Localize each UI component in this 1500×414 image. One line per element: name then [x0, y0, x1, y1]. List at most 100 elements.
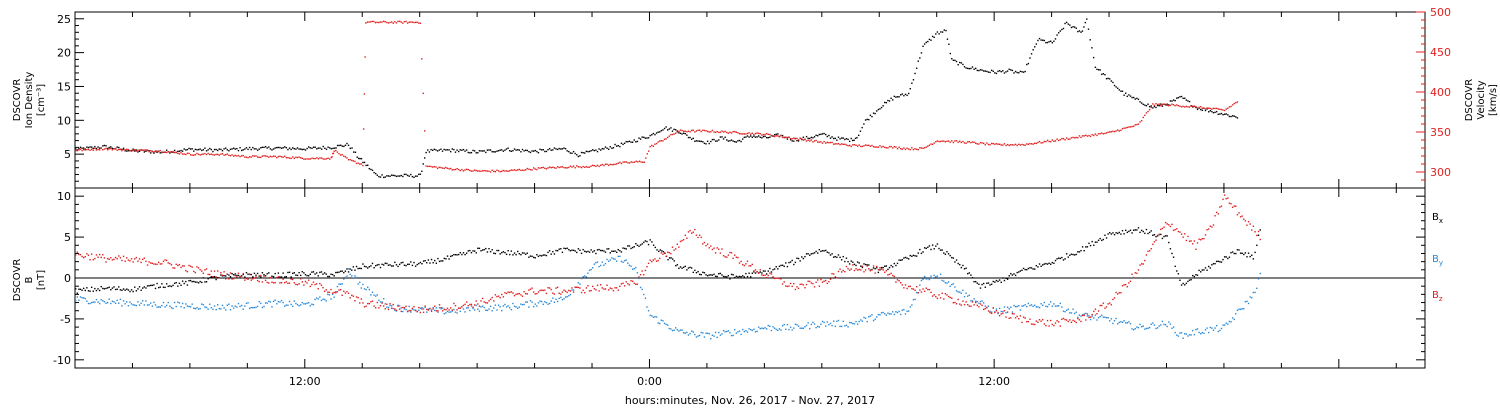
by-point: [963, 295, 966, 298]
by-point: [676, 328, 678, 331]
by-point: [515, 306, 517, 308]
bz-point: [199, 268, 201, 271]
bz-point: [1080, 320, 1082, 323]
velocity-point: [1050, 140, 1052, 143]
bz-point: [1207, 228, 1210, 230]
velocity-point: [619, 161, 621, 164]
by-point: [82, 297, 85, 299]
bz-point: [515, 293, 517, 296]
velocity-point: [266, 155, 268, 158]
bx-point: [898, 259, 900, 261]
bz-point: [276, 276, 278, 279]
velocity-point: [607, 164, 610, 167]
ion-density-point: [242, 149, 244, 151]
ion-density-point: [631, 141, 634, 143]
velocity-point: [1112, 130, 1114, 133]
bx-point: [363, 265, 366, 268]
bz-point: [813, 286, 816, 288]
bx-point: [1252, 258, 1255, 260]
by-point: [801, 327, 803, 329]
velocity-point: [702, 129, 704, 131]
ion-density-point: [655, 132, 658, 134]
bz-point: [986, 306, 988, 309]
bx-point: [263, 273, 265, 276]
bz-point: [737, 256, 739, 259]
ion-density-point: [1176, 97, 1178, 99]
by-point: [960, 292, 963, 294]
by-point: [684, 332, 686, 334]
by-point: [1161, 320, 1164, 323]
bx-point: [662, 251, 665, 253]
velocity-point: [162, 151, 165, 153]
ion-density-point: [1045, 41, 1047, 44]
by-point: [245, 302, 248, 305]
bx-point: [1010, 272, 1012, 275]
ion-density-point: [735, 141, 738, 143]
bz-point: [751, 263, 753, 266]
velocity-point: [719, 131, 722, 133]
bz-point: [858, 268, 860, 271]
ion-density-point: [1110, 80, 1113, 82]
velocity-point: [494, 170, 497, 173]
bz-point: [274, 281, 276, 284]
bz-point: [429, 307, 431, 310]
velocity-point: [624, 161, 626, 163]
bx-point: [675, 264, 677, 267]
bx-point: [419, 261, 422, 264]
ion-density-point: [92, 147, 94, 150]
bz-point: [282, 278, 284, 280]
velocity-point: [210, 153, 213, 155]
bz-point: [967, 303, 969, 306]
by-point: [944, 282, 947, 284]
ion-density-point: [1118, 89, 1121, 91]
ion-density-point: [657, 131, 659, 133]
bx-point: [946, 251, 948, 253]
bx-point: [1209, 267, 1211, 269]
ion-density-point: [590, 150, 592, 152]
bx-point: [210, 276, 213, 278]
by-point: [323, 298, 326, 301]
by-point: [325, 300, 327, 302]
bz-point: [545, 292, 548, 295]
velocity-point: [895, 146, 897, 148]
bz-point: [472, 306, 474, 308]
by-point: [252, 306, 254, 309]
velocity-point: [79, 148, 82, 150]
bx-point: [801, 256, 803, 258]
bx-point: [145, 287, 147, 289]
by-point: [603, 264, 605, 266]
bx-point: [1078, 251, 1081, 253]
velocity-point: [1121, 128, 1124, 130]
by-point: [421, 307, 423, 309]
ion-density-point: [260, 147, 262, 149]
bz-point: [596, 284, 599, 286]
velocity-point: [590, 165, 592, 167]
by-point: [660, 319, 663, 321]
by-point: [368, 288, 371, 291]
by-point: [1050, 301, 1052, 303]
velocity-point: [185, 153, 187, 156]
velocity-point: [244, 156, 246, 158]
bx-point: [900, 259, 902, 261]
bz-point: [912, 288, 915, 290]
bx-point: [1046, 263, 1049, 265]
velocity-point: [992, 142, 994, 145]
velocity-point: [1053, 140, 1055, 143]
by-point: [1129, 322, 1132, 325]
velocity-point: [148, 150, 150, 153]
ion-density-point: [121, 148, 123, 151]
velocity-point: [234, 154, 236, 157]
by-point: [520, 303, 522, 305]
bz-point: [79, 253, 82, 256]
by-point: [529, 300, 532, 302]
velocity-point: [550, 166, 552, 169]
by-point: [596, 261, 599, 263]
ion-density-point: [1222, 113, 1224, 116]
velocity-point: [491, 169, 493, 171]
by-point: [493, 307, 495, 309]
bx-point: [807, 253, 809, 255]
velocity-point: [529, 168, 532, 171]
bx-point: [196, 281, 198, 283]
by-point: [738, 330, 741, 332]
velocity-point: [839, 143, 841, 146]
